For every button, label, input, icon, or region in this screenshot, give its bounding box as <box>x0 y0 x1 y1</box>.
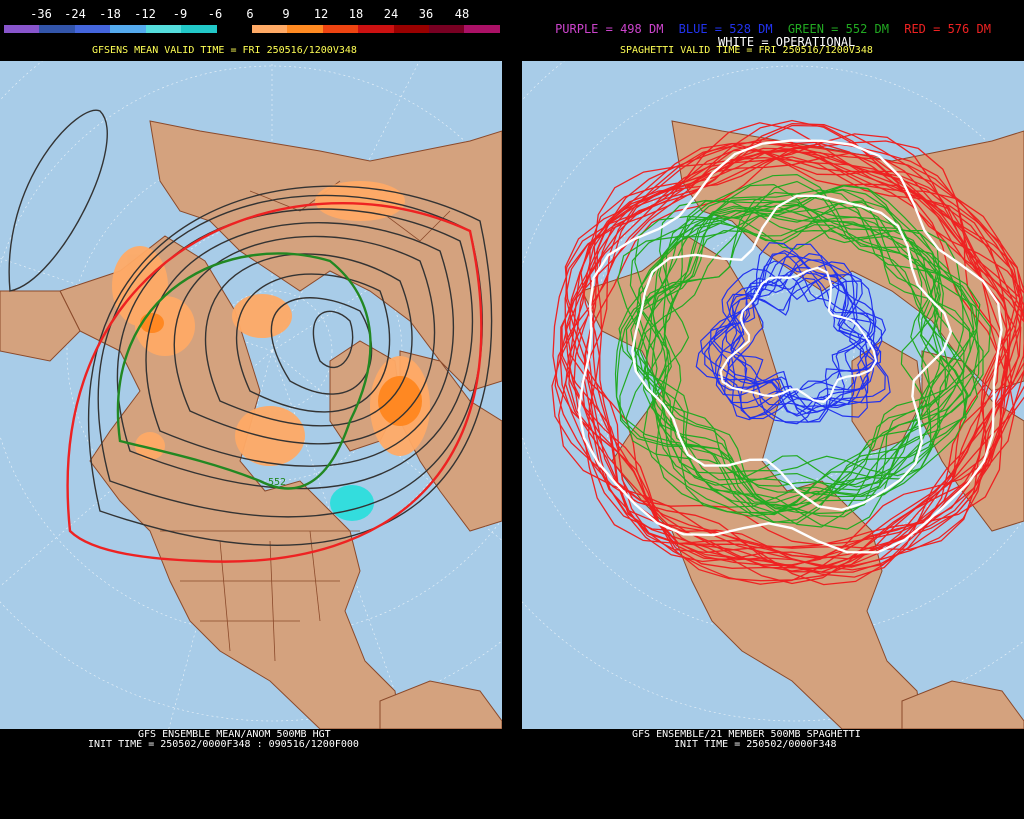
legend-swatch <box>251 25 288 33</box>
cold-anomaly <box>330 485 374 521</box>
legend-label: 9 <box>282 7 290 21</box>
south-america-land <box>379 680 502 729</box>
red-576dm-contour <box>565 156 1008 567</box>
legend-label: 12 <box>313 7 329 21</box>
legend-label: 18 <box>348 7 364 21</box>
green-552dm-contour <box>634 215 940 491</box>
legend-swatch <box>464 25 500 33</box>
legend-label: 6 <box>246 7 254 21</box>
legend-swatch <box>429 25 465 33</box>
green-552dm-contour <box>614 188 967 503</box>
red-576dm-contour <box>596 147 1024 559</box>
blue-528dm-contour <box>708 259 878 417</box>
south-america-land <box>901 680 1024 729</box>
green-552dm-contour <box>625 220 940 509</box>
warm-anomaly <box>135 432 165 460</box>
legend-swatch <box>216 25 252 33</box>
legend-label: -24 <box>64 7 86 21</box>
political-borders <box>160 180 451 662</box>
mean-anomaly-map: 552 <box>0 61 502 729</box>
strong-warm-anomaly-areas <box>140 313 422 426</box>
white-operational-contour <box>631 194 953 512</box>
green-552dm-contour <box>652 214 947 514</box>
red-576dm-contour <box>554 141 1013 573</box>
key-blue: BLUE = 528 DM <box>678 22 773 36</box>
legend-swatch <box>145 25 182 33</box>
warm-anomaly <box>235 406 305 466</box>
legend-label: 36 <box>418 7 434 21</box>
spaghetti-color-key: PURPLE = 498 DM BLUE = 528 DM GREEN = 55… <box>522 22 1024 36</box>
red-576dm-contour <box>584 150 1024 585</box>
green-552dm-contour <box>637 183 975 514</box>
legend-label: -36 <box>30 7 52 21</box>
green-552dm-contour <box>617 200 981 530</box>
legend-label: -6 <box>207 7 223 21</box>
red-576dm-contour <box>561 138 1024 585</box>
red-576dm-contour <box>568 142 1021 582</box>
mean-footer-init-time: INIT TIME = 250502/0000F348 : 090516/120… <box>88 739 359 750</box>
green-552dm-contour <box>629 206 978 518</box>
green-552dm-contour <box>662 218 965 510</box>
legend-swatch <box>322 25 359 33</box>
ensemble-mean-panel: -36 -24 -18 -12 -9 -6 6 9 12 18 24 36 48… <box>0 0 502 819</box>
key-green: GREEN = 552 DM <box>787 22 889 36</box>
legend-swatch <box>74 25 111 33</box>
legend-swatch <box>181 25 217 33</box>
blue-528dm-contour <box>731 250 887 421</box>
blue-528dm-contour <box>725 272 862 415</box>
legend-label: 24 <box>383 7 399 21</box>
warm-anomaly <box>315 181 405 221</box>
north-america-land <box>59 235 401 729</box>
white-operational-contour <box>719 266 878 403</box>
green-552dm-contour <box>634 204 991 528</box>
mean-footer-title: GFS ENSEMBLE MEAN/ANOM 500MB HGT <box>138 729 331 740</box>
legend-label: -12 <box>134 7 156 21</box>
anomaly-color-scale <box>4 25 500 33</box>
blue-528dm-contour <box>715 252 881 409</box>
contour-label: 552 <box>268 477 286 488</box>
legend-swatch <box>358 25 394 33</box>
green-552dm-contour <box>639 180 942 477</box>
spaghetti-map-canvas <box>522 61 1024 729</box>
legend-swatch <box>110 25 146 33</box>
strong-warm-anomaly <box>140 313 164 333</box>
red-576dm-contour <box>589 149 1024 570</box>
legend-swatch <box>4 25 40 33</box>
spaghetti-footer-title: GFS ENSEMBLE/21 MEMBER 500MB SPAGHETTI <box>632 729 861 740</box>
legend-swatch <box>39 25 75 33</box>
legend-label: -18 <box>99 7 121 21</box>
spaghetti-map <box>522 61 1024 729</box>
green-552dm-contour <box>662 200 964 516</box>
contour-576 <box>66 202 483 563</box>
mean-map-canvas: 552 <box>0 61 502 729</box>
spaghetti-contours <box>551 119 1024 586</box>
panel-divider <box>502 0 522 819</box>
spaghetti-panel: PURPLE = 498 DM BLUE = 528 DM GREEN = 55… <box>522 0 1024 819</box>
white-operational-contour <box>577 139 1003 554</box>
green-552dm-contour <box>643 191 941 488</box>
warm-anomaly <box>232 294 292 338</box>
key-purple: PURPLE = 498 DM <box>555 22 664 36</box>
red-576dm-contour <box>564 149 1023 570</box>
legend-swatch <box>287 25 323 33</box>
key-red: RED = 576 DM <box>904 22 991 36</box>
blue-528dm-contour <box>704 242 891 420</box>
green-552dm-contour <box>654 205 971 496</box>
alaska-land <box>0 290 81 362</box>
spaghetti-footer-init-time: INIT TIME = 250502/0000F348 <box>674 739 837 750</box>
legend-swatch <box>393 25 430 33</box>
anomaly-legend-labels: -36 -24 -18 -12 -9 -6 6 9 12 18 24 36 48 <box>4 7 500 21</box>
blue-528dm-contour <box>724 277 882 399</box>
green-552dm-contour <box>615 184 968 507</box>
contour-552 <box>116 252 372 490</box>
spaghetti-valid-time: SPAGHETTI VALID TIME = FRI 250516/1200V3… <box>620 45 873 56</box>
red-576dm-contour <box>581 145 1011 566</box>
legend-label: -9 <box>172 7 188 21</box>
red-576dm-contour <box>558 133 1016 571</box>
red-576dm-contour <box>559 124 1007 551</box>
mean-valid-time: GFSENS MEAN VALID TIME = FRI 250516/1200… <box>92 45 357 56</box>
legend-label: 48 <box>454 7 470 21</box>
key-operational: WHITE = OPERATIONAL <box>718 35 856 49</box>
strong-warm-anomaly <box>378 376 422 426</box>
